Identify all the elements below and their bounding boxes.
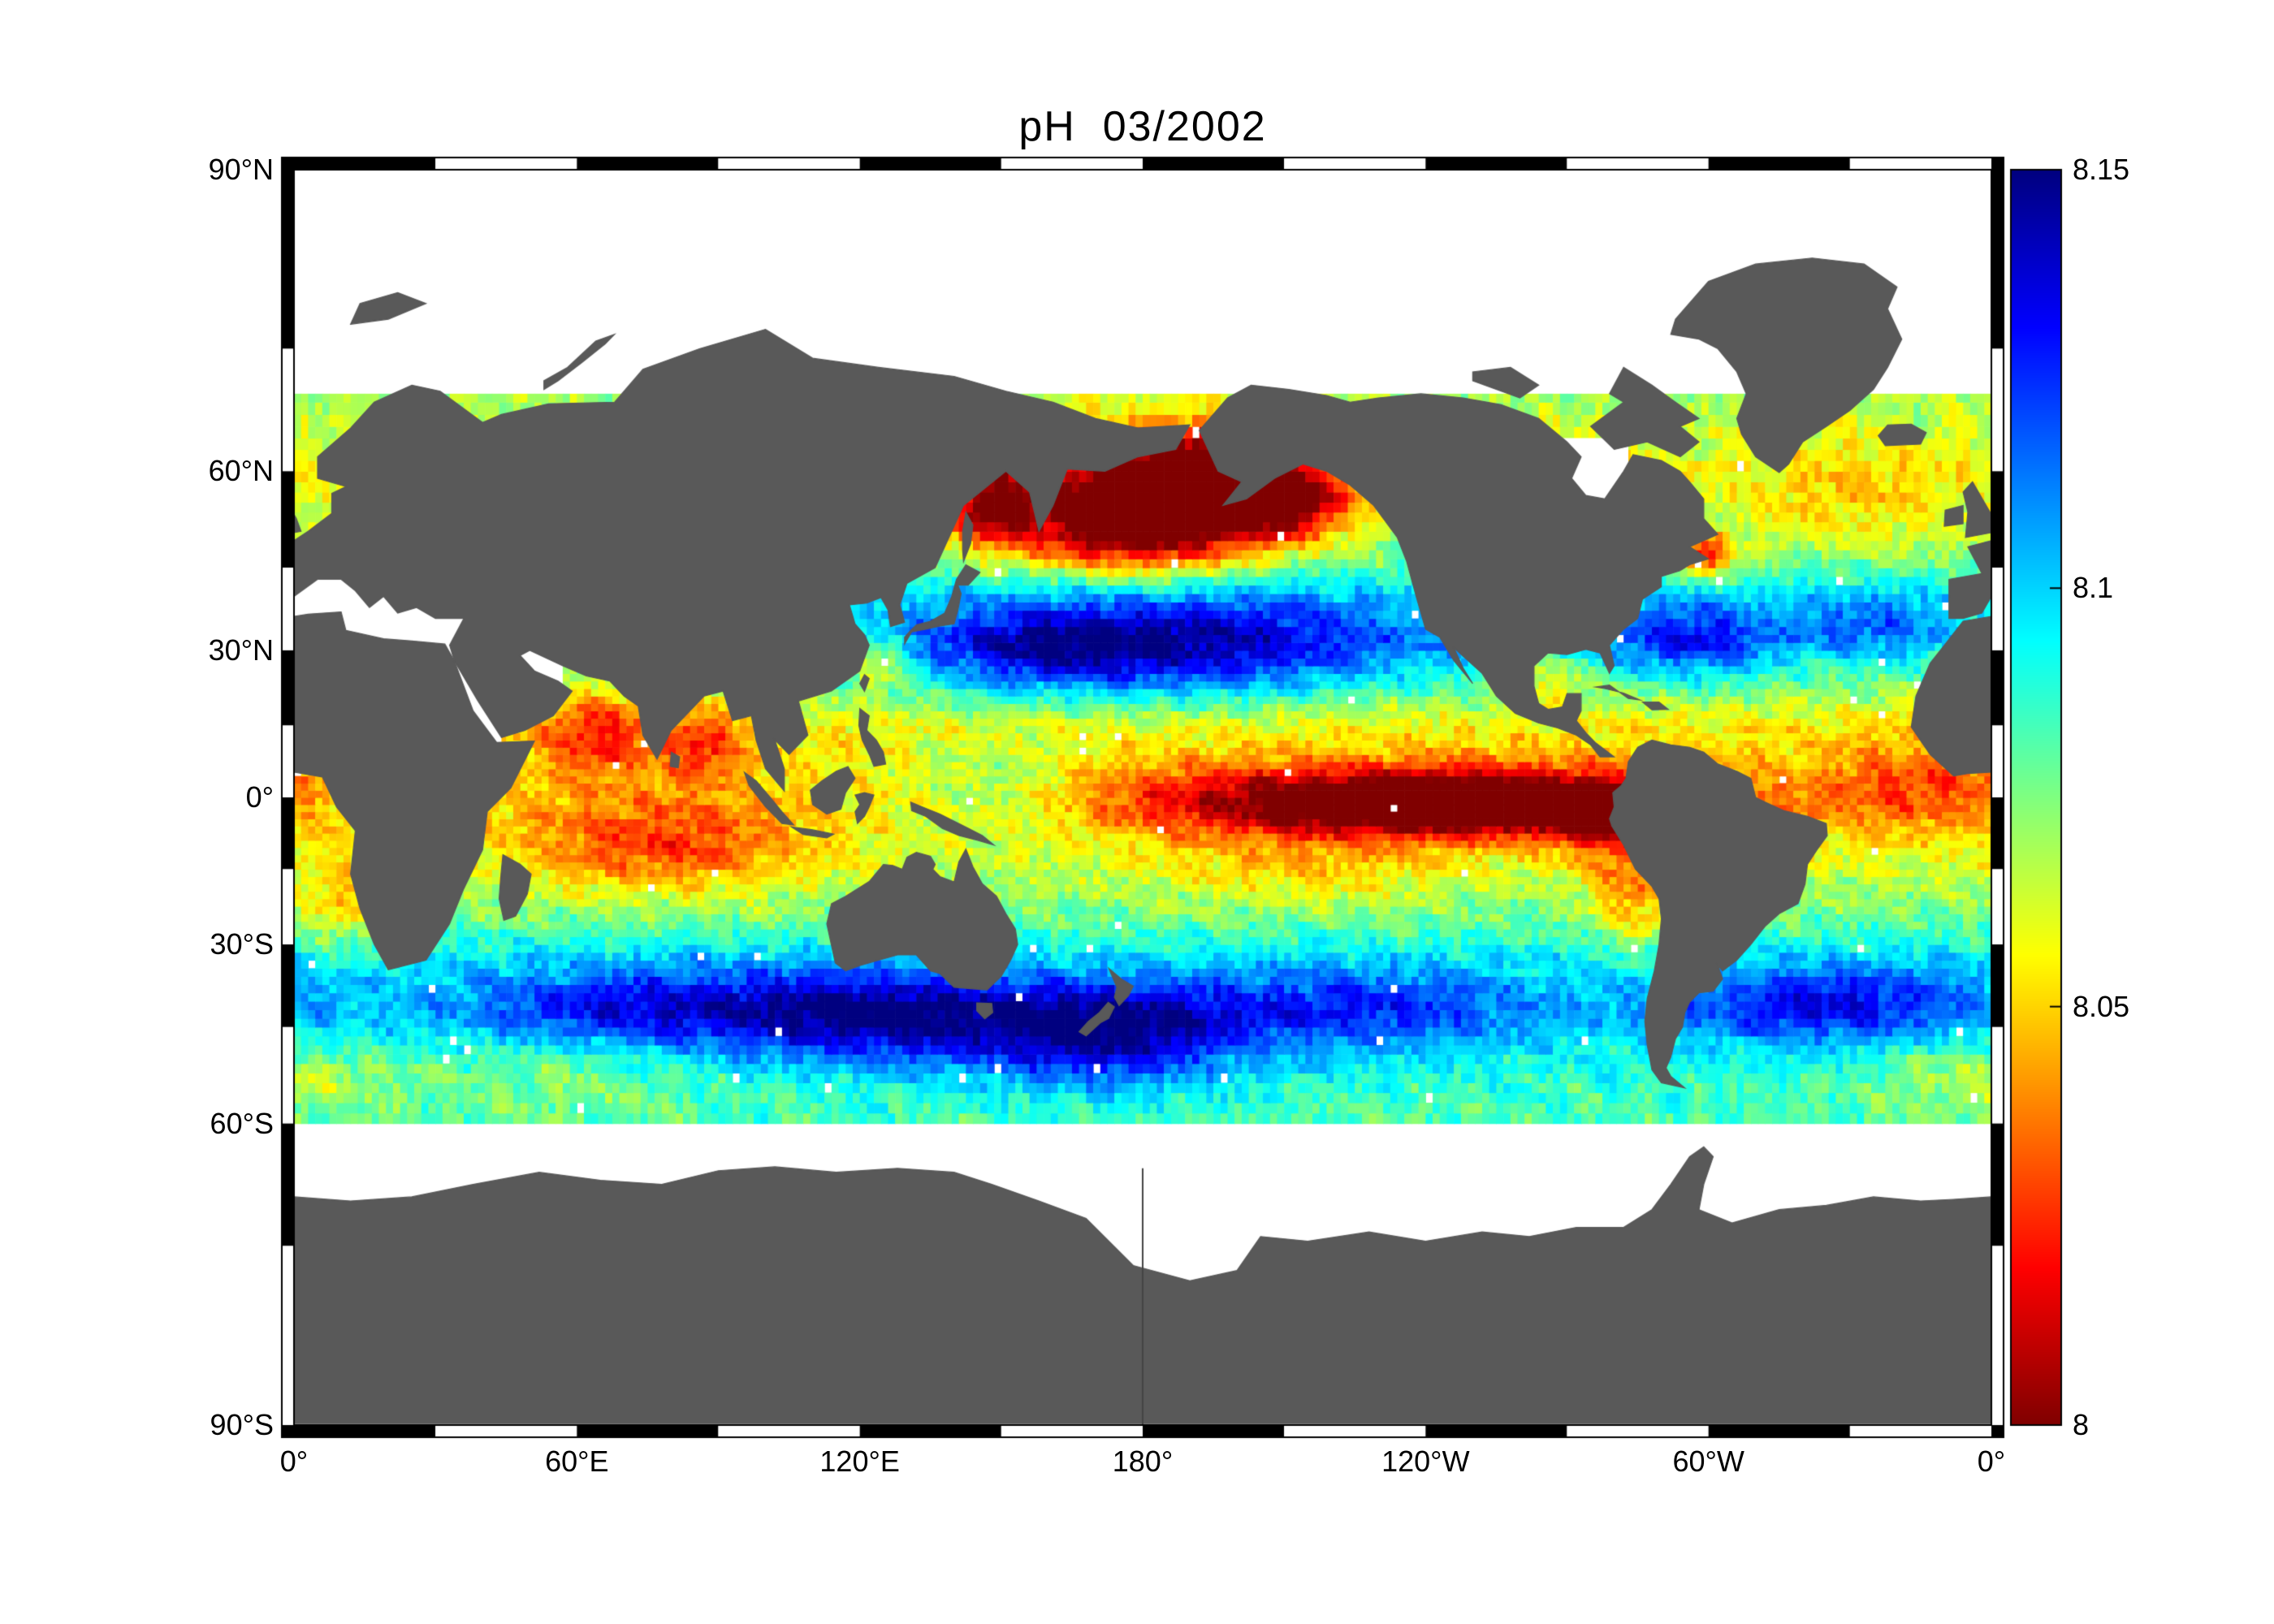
y-tick-label: 60°S	[210, 1106, 274, 1140]
y-tick-label: 30°N	[208, 633, 274, 667]
colorbar-tick-label: 8.1	[2073, 571, 2114, 605]
x-tick-label: 60°W	[1672, 1445, 1744, 1478]
y-tick-label: 0°	[245, 780, 274, 814]
x-tick-label: 0°	[279, 1445, 309, 1478]
colorbar-tick-label: 8.15	[2073, 153, 2130, 186]
x-tick-label: 180°	[1112, 1445, 1174, 1478]
plot-title: pH 03/2002	[1018, 103, 1267, 150]
y-tick-label: 30°S	[210, 927, 274, 961]
x-tick-label: 120°W	[1381, 1445, 1470, 1478]
y-tick-label: 90°N	[208, 153, 274, 186]
x-tick-label: 0°	[1977, 1445, 2006, 1478]
colorbar-tick-label: 8.05	[2073, 989, 2130, 1023]
x-tick-label: 60°E	[545, 1445, 609, 1478]
y-tick-label: 90°S	[210, 1408, 274, 1441]
y-tick-label: 60°N	[208, 454, 274, 488]
x-tick-label: 120°E	[819, 1445, 900, 1478]
colorbar-tick-label: 8	[2073, 1408, 2090, 1441]
